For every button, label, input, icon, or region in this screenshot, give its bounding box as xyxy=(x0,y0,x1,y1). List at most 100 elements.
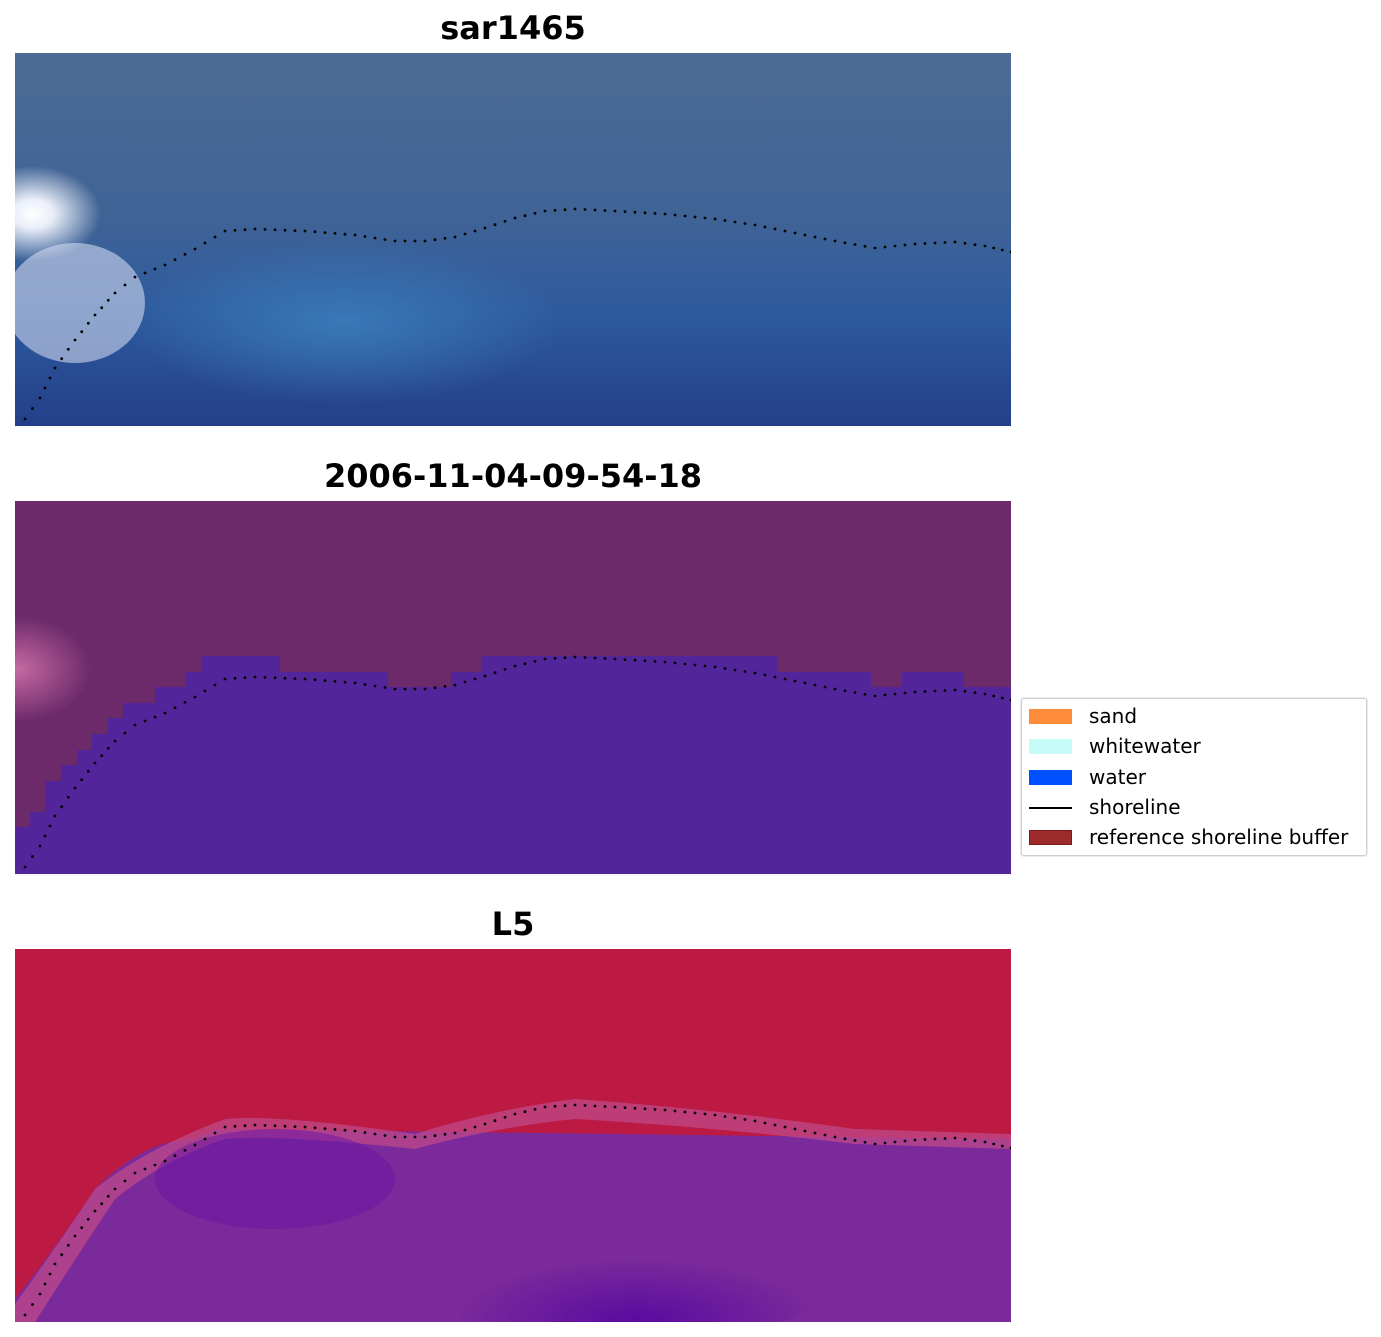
shoreline-dot xyxy=(793,231,797,235)
shoreline-dot xyxy=(353,681,357,685)
shoreline-dot xyxy=(813,683,817,687)
shoreline-dot xyxy=(60,1253,64,1257)
shoreline-dot xyxy=(573,1103,577,1107)
shoreline-dot xyxy=(683,662,687,666)
shoreline-dot xyxy=(553,208,557,212)
shoreline-dot xyxy=(543,209,547,213)
shoreline-dot xyxy=(843,241,847,245)
shoreline-dot xyxy=(183,252,187,256)
shoreline-dot xyxy=(733,1116,737,1120)
shoreline-dot xyxy=(383,238,387,241)
shoreline-dot xyxy=(23,1313,27,1317)
shoreline-dot xyxy=(453,683,457,687)
shoreline-dot xyxy=(873,246,877,250)
shoreline-dot xyxy=(373,236,377,240)
shoreline-dot xyxy=(333,232,337,235)
reference-buffer-swatch xyxy=(1029,829,1072,845)
shoreline-dot xyxy=(323,231,327,235)
shoreline-dot xyxy=(873,1142,877,1146)
shoreline-dot xyxy=(80,330,84,334)
shoreline-dot xyxy=(823,237,827,241)
shoreline-dot xyxy=(673,661,677,665)
shoreline-dot xyxy=(813,235,817,239)
shoreline-dot xyxy=(223,229,227,233)
shoreline-line-swatch xyxy=(1029,800,1072,815)
shoreline-dot xyxy=(243,1124,247,1128)
legend-label-sand: sand xyxy=(1089,704,1138,728)
shoreline-dot xyxy=(73,786,77,790)
shoreline-dot xyxy=(603,1105,607,1108)
shoreline-dot xyxy=(38,844,42,848)
shoreline-dot xyxy=(133,723,137,727)
shoreline-dot xyxy=(663,660,667,664)
shoreline-dot xyxy=(513,216,517,220)
shoreline-dot xyxy=(933,689,937,693)
shoreline-dot xyxy=(363,1131,367,1134)
panel-title-1: sar1465 xyxy=(440,9,586,47)
shoreline-dot xyxy=(943,241,947,244)
shoreline-dot xyxy=(333,680,337,683)
shoreline-dot xyxy=(543,657,547,661)
shoreline-dot xyxy=(60,805,64,809)
shoreline-dot xyxy=(533,1107,537,1111)
shoreline-dot xyxy=(213,683,217,687)
shoreline-dot xyxy=(493,1119,497,1123)
shoreline-dot xyxy=(873,694,877,698)
shoreline-dot xyxy=(193,247,197,251)
shoreline-dot xyxy=(106,298,110,302)
shoreline-dot xyxy=(733,668,737,672)
shoreline-dot xyxy=(113,739,117,743)
shoreline-dot xyxy=(123,731,127,735)
shoreline-dot xyxy=(883,245,887,249)
shoreline-dot xyxy=(983,1140,987,1144)
shoreline-dot xyxy=(203,241,207,245)
shoreline-dot xyxy=(833,1135,837,1139)
whitewater-swatch xyxy=(1029,738,1072,754)
shoreline-dot xyxy=(323,679,327,682)
shoreline-dot xyxy=(183,1148,187,1152)
shoreline-dot xyxy=(673,213,677,217)
shoreline-dot xyxy=(273,676,277,680)
shoreline-dot xyxy=(833,239,837,243)
shoreline-dot xyxy=(313,230,317,234)
legend: sand whitewater water shoreline referenc… xyxy=(1021,698,1367,856)
shoreline-dot xyxy=(713,665,717,669)
panel-title-2: 2006-11-04-09-54-18 xyxy=(323,457,703,495)
shoreline-dot xyxy=(643,1107,647,1111)
shoreline-dot xyxy=(673,1109,677,1113)
shoreline-dot xyxy=(843,1137,847,1141)
shoreline-dot xyxy=(973,691,977,695)
shoreline-dot xyxy=(263,676,267,679)
classified-image-panel xyxy=(15,501,1011,874)
shoreline-dot xyxy=(293,677,297,680)
shoreline-dot xyxy=(563,208,567,212)
shoreline-dot xyxy=(43,1282,47,1286)
shoreline-dot xyxy=(303,677,307,681)
shoreline-dot xyxy=(60,357,64,361)
shoreline-dot xyxy=(913,242,917,246)
shoreline-dot xyxy=(992,246,996,250)
shoreline-dot xyxy=(173,706,177,710)
shoreline-dot xyxy=(643,211,647,215)
shoreline-dot xyxy=(1009,698,1011,702)
shoreline-dot xyxy=(283,228,287,232)
shoreline-dot xyxy=(913,1138,917,1142)
shoreline-dot xyxy=(473,229,477,233)
water-swatch xyxy=(1029,769,1072,785)
shoreline-dot xyxy=(923,690,927,693)
shoreline-dot xyxy=(503,219,507,223)
shoreline-dot xyxy=(393,1135,397,1139)
shoreline-dot xyxy=(363,235,367,238)
shoreline-dot xyxy=(743,222,747,225)
shoreline-dot xyxy=(523,214,527,218)
shoreline-dot xyxy=(313,1126,317,1130)
shoreline-dot xyxy=(48,1272,52,1276)
shoreline-dot xyxy=(953,688,957,692)
shoreline-dot xyxy=(723,667,727,670)
shoreline-dot xyxy=(933,1137,937,1141)
shoreline-dot xyxy=(73,338,77,342)
shoreline-dot xyxy=(223,1125,227,1129)
shoreline-dot xyxy=(953,1136,957,1140)
shoreline-dot xyxy=(143,1167,147,1171)
shoreline-dot xyxy=(1000,248,1004,252)
